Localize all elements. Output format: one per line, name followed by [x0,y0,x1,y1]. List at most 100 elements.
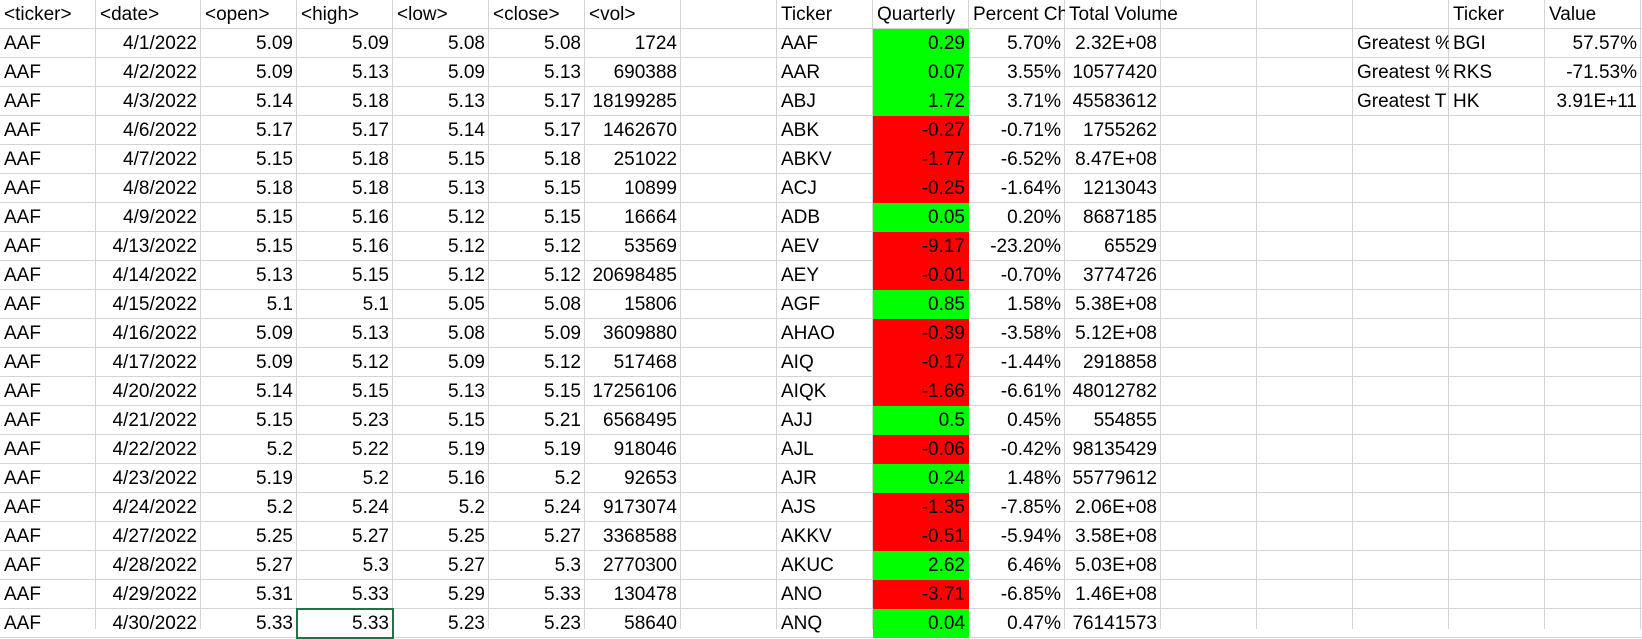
raw-data-cell[interactable]: 5.12 [544,265,581,286]
quarterly-change-cell[interactable]: -9.17 [873,232,969,261]
summary-data-cell[interactable]: 3.58E+08 [1075,526,1157,547]
raw-data-cell[interactable]: 5.15 [256,410,293,431]
raw-data-cell[interactable]: 5.2 [266,497,293,518]
raw-data-cell[interactable]: 4/17/2022 [112,352,197,373]
summary-data-cell[interactable]: 1755262 [1083,120,1157,141]
summary-data-cell[interactable]: -6.85% [1000,584,1061,605]
raw-data-cell[interactable]: 5.2 [554,468,581,489]
raw-data-cell[interactable]: 4/7/2022 [123,149,197,170]
summary-data-cell[interactable]: AIQK [781,381,827,402]
quarterly-change-cell[interactable]: -0.39 [873,319,969,348]
raw-data-cell[interactable]: 5.23 [352,410,389,431]
raw-data-cell[interactable]: 5.33 [352,613,389,634]
raw-data-cell[interactable]: 5.15 [352,381,389,402]
raw-data-cell[interactable]: 16664 [624,207,677,228]
raw-data-cell[interactable]: 4/13/2022 [112,236,197,257]
raw-data-cell[interactable]: 4/1/2022 [123,33,197,54]
raw-data-cell[interactable]: 18199285 [592,91,677,112]
greatest-data-cell[interactable]: Greatest T [1357,91,1447,112]
raw-data-cell[interactable]: AAF [4,120,41,141]
raw-data-cell[interactable]: 5.09 [256,33,293,54]
quarterly-change-cell[interactable]: -0.27 [873,116,969,145]
raw-data-cell[interactable]: AAF [4,352,41,373]
quarterly-change-cell[interactable]: -0.51 [873,522,969,551]
raw-data-cell[interactable]: 5.27 [352,526,389,547]
summary-data-cell[interactable]: 98135429 [1072,439,1157,460]
raw-data-cell[interactable]: 5.15 [544,207,581,228]
raw-data-cell[interactable]: 5.16 [352,207,389,228]
summary-data-cell[interactable]: ANO [781,584,823,605]
greatest-data-cell[interactable]: 3.91E+11 [1556,91,1637,112]
summary-data-cell[interactable]: AKUC [781,555,834,576]
raw-data-cell[interactable]: 5.23 [448,613,485,634]
raw-data-cell[interactable]: 5.29 [448,584,485,605]
raw-data-cell[interactable]: 5.13 [448,381,485,402]
greatest-data-cell[interactable]: RKS [1453,62,1493,83]
raw-data-cell[interactable]: 4/23/2022 [112,468,197,489]
raw-header-cell[interactable]: <low> [397,4,448,25]
raw-data-cell[interactable]: 4/14/2022 [112,265,197,286]
summary-data-cell[interactable]: -0.42% [1000,439,1061,460]
raw-data-cell[interactable]: 918046 [613,439,677,460]
raw-data-cell[interactable]: 5.15 [256,236,293,257]
greatest-data-cell[interactable]: Greatest % [1357,33,1449,54]
raw-data-cell[interactable]: 5.18 [256,178,293,199]
raw-header-cell[interactable]: <date> [100,4,160,25]
summary-data-cell[interactable]: -7.85% [1000,497,1061,518]
summary-data-cell[interactable]: ABJ [781,91,816,112]
raw-header-cell[interactable]: <close> [493,4,560,25]
raw-data-cell[interactable]: 5.13 [352,323,389,344]
greatest-data-cell[interactable]: HK [1453,91,1480,112]
summary-data-cell[interactable]: AKKV [781,526,832,547]
greatest-data-cell[interactable]: 57.57% [1572,33,1637,54]
summary-data-cell[interactable]: AJR [781,468,817,489]
summary-data-cell[interactable]: 5.70% [1007,33,1061,54]
summary-data-cell[interactable]: AIQ [781,352,814,373]
raw-data-cell[interactable]: 5.23 [544,613,581,634]
raw-data-cell[interactable]: 5.24 [352,497,389,518]
raw-data-cell[interactable]: 5.15 [448,149,485,170]
summary-data-cell[interactable]: -3.58% [1000,323,1061,344]
raw-data-cell[interactable]: 5.19 [544,439,581,460]
raw-data-cell[interactable]: AAF [4,207,41,228]
raw-data-cell[interactable]: 5.14 [256,91,293,112]
summary-data-cell[interactable]: AJJ [781,410,813,431]
raw-data-cell[interactable]: 5.13 [448,91,485,112]
raw-data-cell[interactable]: 5.1 [362,294,389,315]
summary-data-cell[interactable]: 554855 [1093,410,1157,431]
quarterly-change-cell[interactable]: 0.24 [873,464,969,493]
raw-data-cell[interactable]: 4/21/2022 [112,410,197,431]
summary-data-cell[interactable]: 0.47% [1007,613,1061,634]
raw-data-cell[interactable]: 5.27 [256,555,293,576]
quarterly-change-cell[interactable]: 1.72 [873,87,969,116]
summary-data-cell[interactable]: ABK [781,120,820,141]
raw-data-cell[interactable]: 5.16 [448,468,485,489]
summary-data-cell[interactable]: AGF [781,294,821,315]
raw-data-cell[interactable]: 20698485 [592,265,677,286]
summary-data-cell[interactable]: AEY [781,265,820,286]
raw-header-cell[interactable]: <high> [301,4,360,25]
summary-data-cell[interactable]: AEV [781,236,820,257]
summary-data-cell[interactable]: 5.38E+08 [1075,294,1157,315]
summary-data-cell[interactable]: 3774726 [1083,265,1157,286]
summary-data-cell[interactable]: 45583612 [1072,91,1157,112]
raw-data-cell[interactable]: 5.31 [256,584,293,605]
raw-data-cell[interactable]: 130478 [613,584,677,605]
raw-data-cell[interactable]: AAF [4,265,41,286]
greatest-header-cell[interactable]: Ticker [1453,4,1505,25]
raw-data-cell[interactable]: 5.13 [448,178,485,199]
raw-data-cell[interactable]: 5.12 [448,265,485,286]
summary-data-cell[interactable]: 1.48% [1007,468,1061,489]
raw-data-cell[interactable]: 5.18 [352,178,389,199]
summary-data-cell[interactable]: -23.20% [990,236,1061,257]
summary-data-cell[interactable]: 10577420 [1072,62,1157,83]
summary-data-cell[interactable]: ADB [781,207,821,228]
raw-data-cell[interactable]: AAF [4,236,41,257]
raw-data-cell[interactable]: AAF [4,149,41,170]
greatest-data-cell[interactable]: Greatest % [1357,62,1449,83]
raw-data-cell[interactable]: 5.17 [352,120,389,141]
raw-data-cell[interactable]: 4/2/2022 [123,62,197,83]
greatest-data-cell[interactable]: BGI [1453,33,1486,54]
summary-data-cell[interactable]: -0.70% [1000,265,1061,286]
raw-data-cell[interactable]: 5.2 [266,439,293,460]
